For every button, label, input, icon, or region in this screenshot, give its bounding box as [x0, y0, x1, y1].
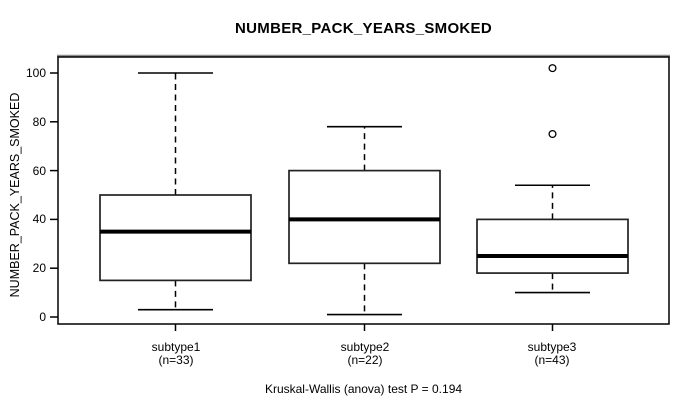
group-name: subtype2 [340, 340, 390, 354]
stat-test-annotation: Kruskal-Wallis (anova) test P = 0.194 [264, 382, 463, 396]
y-tick-label: 20 [32, 261, 46, 275]
group-n: (n=43) [534, 353, 570, 367]
iqr-box [288, 169, 441, 265]
y-tick-label: 0 [39, 310, 46, 324]
group-n: (n=33) [158, 353, 194, 367]
x-group-label-subtype2: subtype2 (n=22) [275, 341, 455, 367]
x-group-label-subtype3: subtype3 (n=43) [462, 341, 642, 367]
y-tick-label: 40 [32, 212, 46, 226]
plot-frame [57, 56, 670, 325]
iqr-box [476, 218, 629, 274]
group-name: subtype1 [151, 340, 201, 354]
x-group-label-subtype1: subtype1 (n=33) [86, 341, 266, 367]
group-name: subtype3 [527, 340, 577, 354]
y-tick-label: 100 [25, 66, 46, 80]
iqr-box [99, 194, 252, 282]
outlier-point [548, 64, 557, 73]
chart-title: NUMBER_PACK_YEARS_SMOKED [235, 20, 492, 37]
outlier-point [548, 129, 557, 139]
group-n: (n=22) [347, 353, 383, 367]
y-tick-label: 80 [32, 115, 46, 129]
y-tick-label: 60 [32, 164, 46, 178]
